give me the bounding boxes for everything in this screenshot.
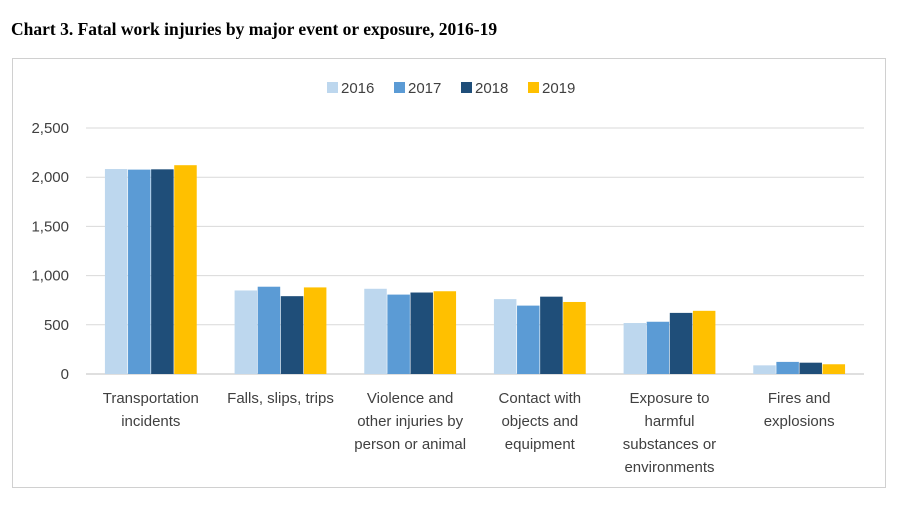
bar-2019 (822, 364, 846, 374)
bar-2016 (104, 169, 128, 374)
legend-swatch-2017 (394, 82, 405, 93)
x-category-label: Fires and explosions (764, 390, 835, 430)
x-category-label: Falls, slips, trips (227, 390, 334, 407)
legend-label-2017: 2017 (408, 80, 441, 97)
bar-2016 (623, 323, 647, 374)
bar-2017 (646, 321, 670, 374)
bar-2019 (563, 301, 586, 374)
bar-2018 (540, 296, 563, 374)
bar-2018 (410, 292, 433, 374)
x-category-label: Transportation incidents (103, 390, 199, 430)
bar-2017 (776, 361, 799, 374)
legend-swatch-2019 (528, 82, 539, 93)
bar-2019 (433, 291, 457, 374)
x-category-label: Violence and other injuries by person or a… (354, 390, 466, 453)
y-tick-label: 2,500 (31, 120, 69, 137)
gridlines (86, 127, 864, 375)
bar-2017 (387, 294, 410, 374)
legend-swatch-2018 (461, 82, 472, 93)
chart-title: Chart 3. Fatal work injuries by major ev… (11, 19, 498, 39)
bar-2018 (669, 312, 693, 374)
bar-2017 (128, 169, 151, 374)
bar-2017 (517, 305, 540, 374)
bar-2018 (151, 169, 174, 374)
legend: 2016 2017 2018 2019 (327, 80, 575, 97)
legend-label-2019: 2019 (542, 80, 575, 97)
bar-2019 (692, 310, 716, 374)
bar-2018 (799, 362, 822, 374)
y-tick-label: 0 (61, 366, 69, 383)
bar-2016 (364, 288, 387, 374)
legend-swatch-2016 (327, 82, 338, 93)
y-tick-label: 2,000 (31, 169, 69, 186)
bar-2018 (280, 296, 304, 374)
bar-2019 (174, 165, 197, 374)
x-category-label: Exposure to harmful substances or environme… (623, 390, 716, 476)
legend-label-2018: 2018 (475, 80, 508, 97)
bar-2019 (303, 287, 327, 374)
bars (104, 165, 846, 374)
category-labels: Transportation incidents Falls, slips, tri… (103, 390, 835, 476)
legend-label-2016: 2016 (341, 80, 374, 97)
y-tick-label: 1,500 (31, 218, 69, 235)
y-axis-ticks: 0 500 1,000 1,500 2,000 2,500 (31, 120, 69, 383)
y-tick-label: 1,000 (31, 268, 69, 285)
bar-2016 (753, 365, 776, 374)
bar-2016 (493, 299, 517, 374)
bar-2016 (234, 290, 258, 374)
y-tick-label: 500 (44, 317, 69, 334)
x-category-label: Contact with objects and equipment (499, 390, 582, 453)
bar-2017 (257, 286, 281, 374)
